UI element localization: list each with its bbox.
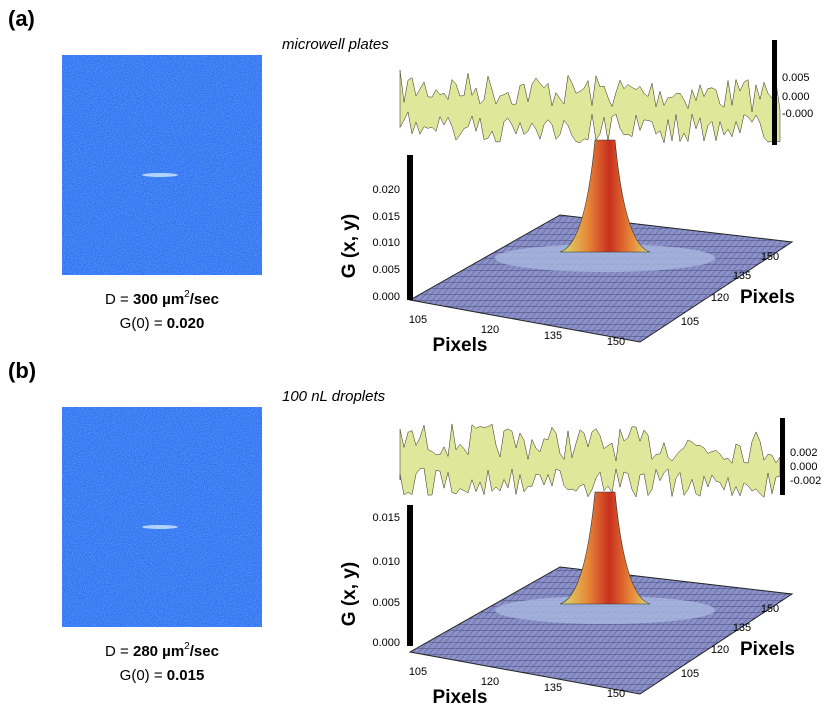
z-tick-label: 0.000 (372, 291, 400, 303)
z-axis-label: G (x, y) (339, 562, 360, 626)
z-tick-label: 0.010 (372, 556, 400, 568)
inset-tick-label: -0.002 (790, 475, 821, 487)
text: 280 µm (133, 643, 184, 660)
x-tick-label: 105 (409, 666, 427, 678)
image-noise (62, 407, 262, 627)
y-tick-label: 105 (681, 316, 699, 328)
z-axis-bar (407, 505, 413, 646)
inset-tick-label: 0.005 (782, 72, 810, 84)
noise-surface (400, 70, 780, 143)
text: /sec (190, 291, 219, 308)
noise-surface (400, 424, 780, 497)
z-axis-bar (407, 155, 413, 300)
z-tick-label: 0.000 (372, 637, 400, 649)
z-tick-label: 0.005 (372, 597, 400, 609)
z-tick-label: 0.020 (372, 184, 400, 196)
y-tick-label: 150 (761, 251, 779, 263)
inset-bar (780, 418, 785, 495)
x-tick-label: 150 (607, 688, 625, 700)
y-tick-label: 135 (733, 622, 751, 634)
z-tick-label: 0.010 (372, 237, 400, 249)
inset-tick-label: -0.000 (782, 108, 813, 120)
x-tick-label: 135 (544, 330, 562, 342)
z-tick-label: 0.015 (372, 211, 400, 223)
subtitle: 100 nL droplets (282, 388, 386, 405)
text: D = (105, 643, 133, 660)
subtitle: microwell plates (282, 36, 389, 53)
diffusion-caption: D = 280 µm2/sec (105, 641, 219, 660)
z-tick-label: 0.005 (372, 264, 400, 276)
text: /sec (190, 643, 219, 660)
z-axis-label: G (x, y) (339, 214, 360, 278)
image-spot (142, 173, 178, 177)
text: D = (105, 291, 133, 308)
x-tick-label: 105 (409, 314, 427, 326)
z-tick-label: 0.015 (372, 512, 400, 524)
x-axis-label: Pixels (433, 335, 488, 356)
y-tick-label: 135 (733, 270, 751, 282)
image-noise (62, 55, 262, 275)
y-axis-label: Pixels (740, 287, 795, 308)
text: 300 µm (133, 291, 184, 308)
y-tick-label: 120 (711, 644, 729, 656)
inset-tick-label: 0.002 (790, 447, 818, 459)
diffusion-caption: D = 300 µm2/sec (105, 289, 219, 308)
image-spot (142, 525, 178, 529)
text: G(0) = (120, 667, 167, 684)
figure: (a) microwell plates D = 300 µm2/sec G(0) =… (0, 0, 825, 704)
g0-caption: G(0) = 0.015 (120, 667, 205, 684)
y-tick-label: 120 (711, 292, 729, 304)
y-tick-label: 150 (761, 603, 779, 615)
text: 0.015 (167, 667, 205, 684)
inset-tick-label: 0.000 (782, 91, 810, 103)
panel-label: (a) (8, 6, 35, 31)
inset-tick-label: 0.000 (790, 461, 818, 473)
x-tick-label: 135 (544, 682, 562, 694)
y-tick-label: 105 (681, 668, 699, 680)
inset-bar (772, 40, 777, 145)
g0-caption: G(0) = 0.020 (120, 315, 205, 332)
x-axis-label: Pixels (433, 687, 488, 704)
text: G(0) = (120, 315, 167, 332)
panel-label: (b) (8, 358, 36, 383)
text: 0.020 (167, 315, 205, 332)
x-tick-label: 150 (607, 336, 625, 348)
y-axis-label: Pixels (740, 639, 795, 660)
